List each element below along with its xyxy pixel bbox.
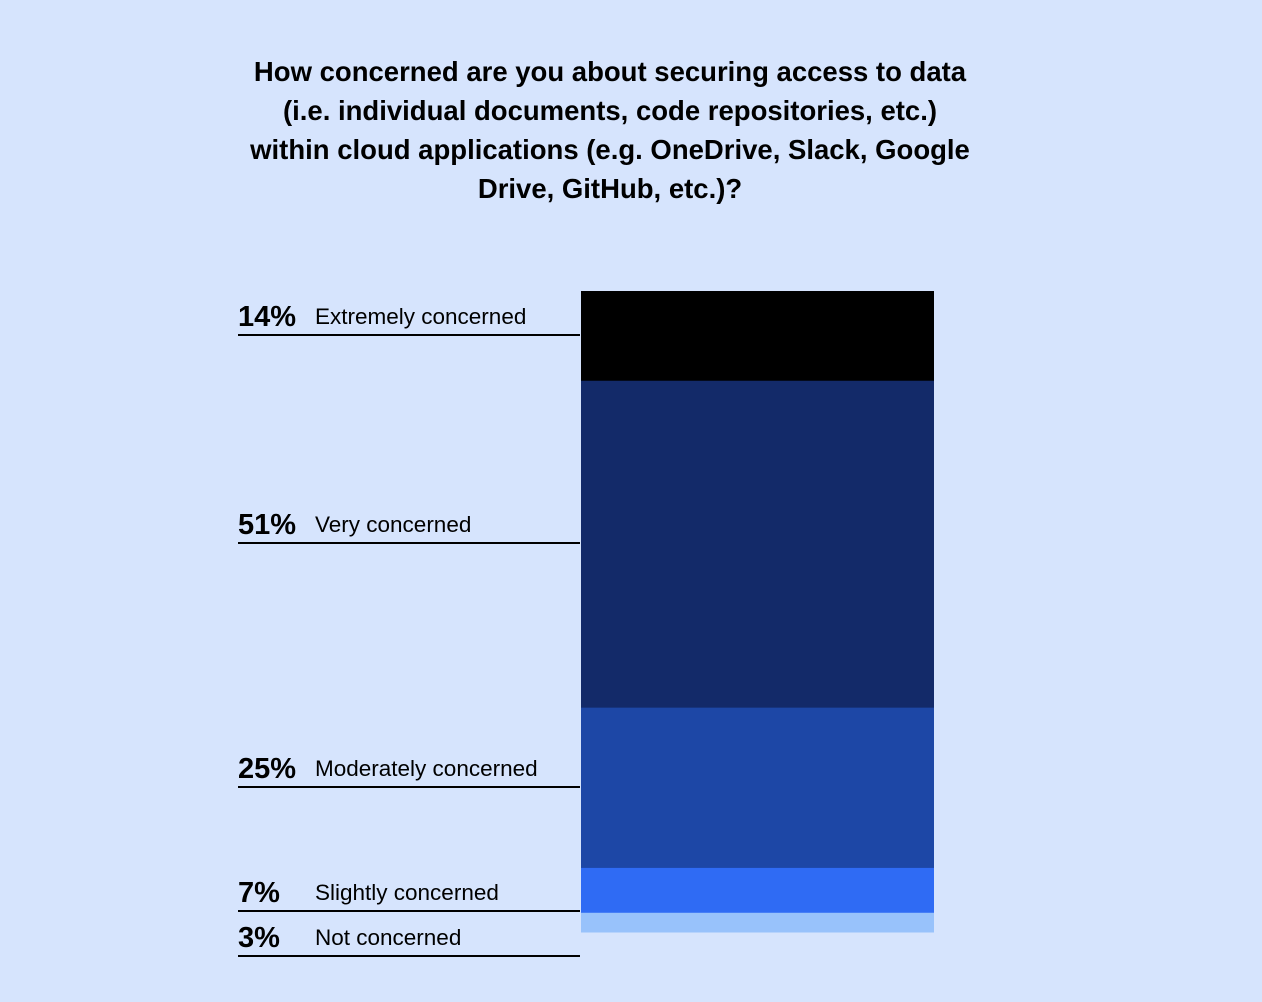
value-label: 14%	[238, 300, 297, 333]
category-label: Slightly concerned	[315, 879, 499, 905]
segment-label: 3% Not concerned	[238, 923, 580, 957]
bar-segment	[581, 707, 934, 869]
value-label: 25%	[238, 752, 297, 785]
value-label: 3%	[238, 921, 280, 954]
bar-segment	[581, 867, 934, 914]
segment-label: 7% Slightly concerned	[238, 878, 580, 912]
chart-title: How concerned are you about securing acc…	[250, 56, 970, 204]
category-label: Extremely concerned	[315, 303, 527, 329]
category-label: Moderately concerned	[315, 755, 538, 781]
segment-label: 25% Moderately concerned	[238, 754, 580, 788]
bar-segment	[581, 912, 934, 933]
segment-label: 14% Extremely concerned	[238, 302, 580, 336]
value-label: 51%	[238, 509, 297, 542]
value-label: 7%	[238, 876, 280, 909]
segment-label: 51% Very concerned	[238, 510, 580, 545]
category-label: Very concerned	[315, 512, 472, 538]
bar-segment	[581, 380, 934, 709]
category-label: Not concerned	[315, 924, 462, 950]
bar-segment	[581, 291, 934, 382]
